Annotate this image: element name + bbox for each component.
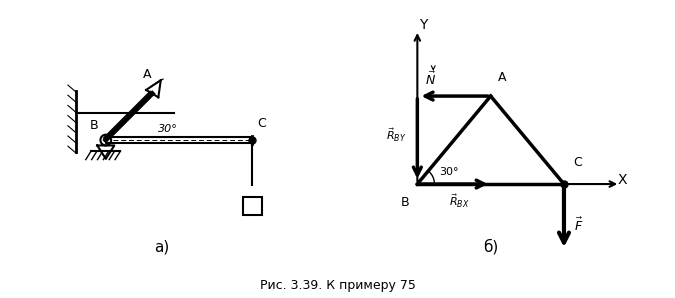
Text: 30°: 30° [439,167,459,177]
Text: $\vec{N}$: $\vec{N}$ [425,70,435,88]
Text: B: B [89,119,98,131]
Text: а): а) [155,240,169,255]
Text: б): б) [483,239,498,255]
Text: $\vec{R}_{BY}$: $\vec{R}_{BY}$ [385,126,406,144]
Text: A: A [498,71,506,84]
Text: C: C [257,117,266,130]
Text: 30°: 30° [159,124,178,134]
Bar [242,198,262,215]
Text: $\vec{R}_{BX}$: $\vec{R}_{BX}$ [449,193,470,210]
Text: A: A [143,69,152,81]
Text: $\vec{F}$: $\vec{F}$ [574,217,583,234]
Text: B: B [401,196,410,209]
Text: C: C [574,156,583,169]
Text: Рис. 3.39. К примеру 75: Рис. 3.39. К примеру 75 [260,279,415,292]
Text: X: X [618,173,627,187]
Text: Y: Y [419,18,428,32]
